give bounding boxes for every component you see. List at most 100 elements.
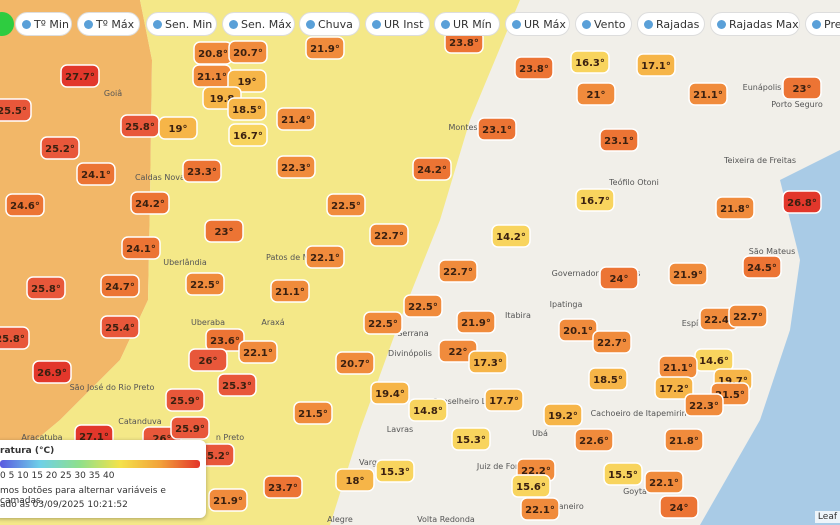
temperature-marker: 26°: [188, 348, 228, 372]
marker-box: [0, 326, 30, 350]
temperature-marker: 15.5°: [603, 462, 643, 486]
marker-label: 22.4°: [704, 315, 734, 326]
marker-label: 21.8°: [720, 204, 750, 215]
marker-label: 25.8°: [0, 334, 25, 345]
marker-box: [335, 468, 375, 492]
variable-button[interactable]: UR Máx: [505, 12, 570, 36]
marker-label: 23.8°: [449, 38, 479, 49]
temperature-marker: 18°: [335, 468, 375, 492]
variable-button[interactable]: Pre: [805, 12, 840, 36]
marker-label: 21.1°: [663, 363, 693, 374]
marker-box: [668, 262, 708, 286]
marker-box: [468, 350, 508, 374]
marker-label: 24.6°: [10, 201, 40, 212]
marker-box: [636, 53, 676, 77]
legend: ratura (°C) 0 5 10 15 20 25 30 35 40 mos…: [0, 440, 206, 518]
marker-box: [575, 188, 615, 212]
marker-box: [603, 462, 643, 486]
variable-button[interactable]: UR Inst: [365, 12, 430, 36]
city-label: Eunápolis: [743, 83, 782, 92]
marker-box: [491, 224, 531, 248]
temperature-marker: 26.9°: [32, 360, 72, 384]
variable-button[interactable]: Tº Máx: [77, 12, 140, 36]
temperature-marker: 22.6°: [574, 428, 614, 452]
city-label: Ubá: [532, 429, 548, 438]
temperature-marker: 22.3°: [276, 155, 316, 179]
temperature-marker: 21.9°: [305, 36, 345, 60]
variable-button[interactable]: Sen. Máx: [222, 12, 295, 36]
city-label: Juiz de Fora: [476, 462, 523, 471]
marker-box: [664, 428, 704, 452]
marker-label: 20.8°: [198, 49, 228, 60]
marker-label: 18.5°: [593, 375, 623, 386]
marker-box: [644, 470, 684, 494]
marker-box: [5, 193, 45, 217]
variable-button[interactable]: Sen. Min: [146, 12, 217, 36]
marker-label: 22.7°: [443, 267, 473, 278]
marker-label: 17.2°: [659, 384, 689, 395]
temperature-marker: 24.2°: [412, 157, 452, 181]
marker-box: [369, 223, 409, 247]
temperature-marker: 24°: [659, 495, 699, 519]
marker-box: [782, 76, 822, 100]
city-label: Ipatinga: [550, 300, 583, 309]
marker-label: 22.2°: [521, 466, 551, 477]
temperature-marker: 17.1°: [636, 53, 676, 77]
marker-box: [170, 416, 210, 440]
marker-box: [121, 236, 161, 260]
marker-label: 24.1°: [81, 170, 111, 181]
temperature-marker: 21.8°: [664, 428, 704, 452]
marker-label: 14.6°: [699, 356, 729, 367]
marker-box: [208, 488, 248, 512]
marker-label: 19°: [169, 124, 188, 135]
marker-box: [520, 497, 560, 521]
marker-label: 20.7°: [233, 48, 263, 59]
temperature-marker: 16.7°: [228, 123, 268, 147]
marker-box: [588, 367, 628, 391]
variable-button[interactable]: Rajadas: [637, 12, 705, 36]
temperature-marker: 23.1°: [599, 128, 639, 152]
city-label: Goyta: [623, 487, 647, 496]
temperature-marker: 26.8°: [782, 190, 822, 214]
marker-box: [26, 276, 66, 300]
temperature-marker: 17.2°: [654, 376, 694, 400]
marker-label: 26°: [153, 434, 172, 445]
marker-box: [188, 348, 228, 372]
temperature-marker: 19°: [227, 69, 267, 93]
variable-button[interactable]: UR Mín: [434, 12, 500, 36]
marker-label: 19°: [238, 77, 257, 88]
marker-box: [576, 82, 616, 106]
marker-label: 21.8°: [669, 436, 699, 447]
temperature-marker: 23.8°: [514, 56, 554, 80]
variable-button[interactable]: Rajadas Max: [710, 12, 800, 36]
marker-box: [227, 97, 267, 121]
marker-box: [293, 401, 333, 425]
marker-label: 22.1°: [525, 505, 555, 516]
marker-label: 27.7°: [65, 72, 95, 83]
marker-box: [659, 495, 699, 519]
marker-label: 21.1°: [693, 90, 723, 101]
city-label: Cachoeiro de Itapemirim: [591, 409, 690, 418]
temperature-marker: 23.1°: [477, 117, 517, 141]
marker-box: [484, 388, 524, 412]
marker-box: [438, 259, 478, 283]
city-label: Governador Valadares: [552, 269, 641, 278]
variable-button[interactable]: Tº Min: [15, 12, 72, 36]
marker-box: [782, 190, 822, 214]
marker-box: [363, 311, 403, 335]
marker-label: 15.6°: [516, 482, 546, 493]
temperature-marker: 15.6°: [511, 474, 551, 498]
city-label: Varg: [359, 458, 377, 467]
city-label: Lavras: [387, 425, 413, 434]
city-label: Uberaba: [191, 318, 225, 327]
marker-box: [165, 388, 205, 412]
variable-button[interactable]: Vento: [575, 12, 632, 36]
marker-label: 22.5°: [331, 201, 361, 212]
variable-button[interactable]: Chuva: [299, 12, 360, 36]
temperature-marker: 23°: [204, 219, 244, 243]
temperature-marker: 21.9°: [456, 310, 496, 334]
marker-label: 25.8°: [125, 122, 155, 133]
marker-box: [688, 82, 728, 106]
temperature-marker: 25.9°: [165, 388, 205, 412]
